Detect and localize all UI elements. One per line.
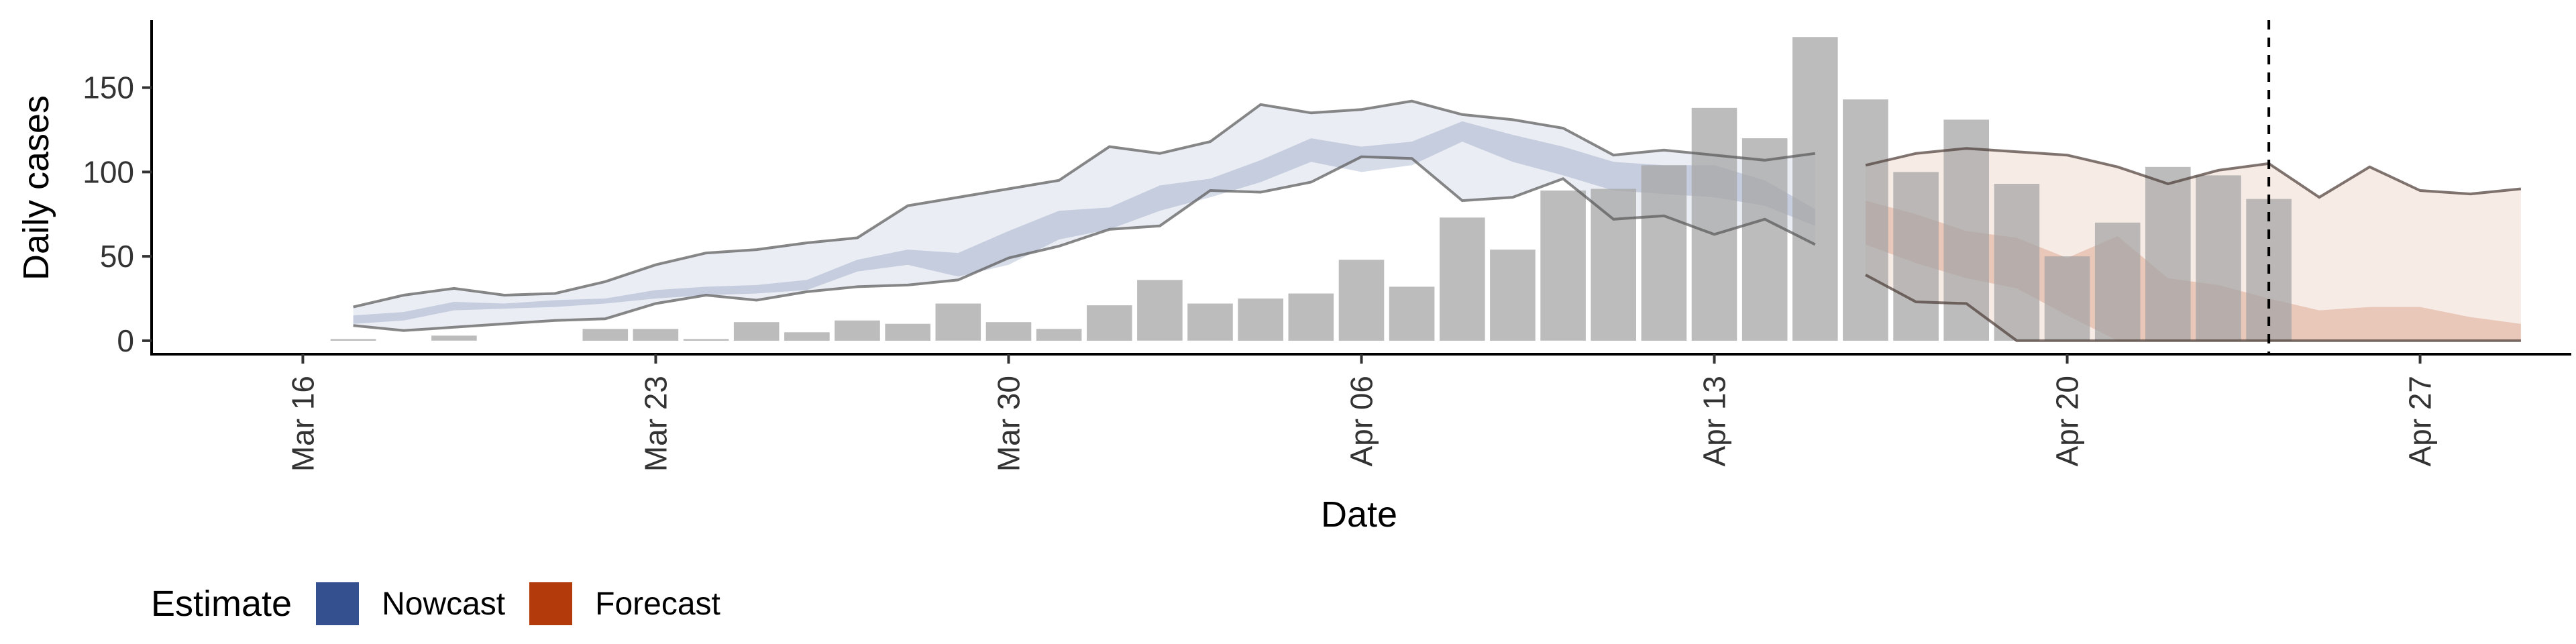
case-bar [1741,138,1788,341]
y-tick-label: 0 [117,323,134,358]
case-bar [1087,305,1132,341]
case-bar [1641,165,1687,341]
nowcast-upper-line [353,99,1816,309]
case-bar [1994,184,2040,341]
case-bar [1792,37,1838,341]
case-bar [1893,172,1939,341]
case-bar [1338,260,1385,341]
case-bar [885,323,930,341]
case-bar [835,320,880,341]
x-tick-label: Mar 30 [991,376,1026,472]
case-bar [935,303,981,341]
forecast-lower-line [1865,274,2521,342]
y-tick-label: 150 [83,70,134,105]
case-bar [2196,175,2241,341]
case-bar [1540,191,1586,341]
case-bar [784,332,830,341]
legend-item-nowcast: Nowcast [316,582,505,625]
axes: 0 50 100 150 Mar 16 Mar 23 Mar 30 Apr 06 Apr 13 A… [83,20,2571,472]
nowcast-90-band [353,101,1815,331]
case-bar [1843,99,1888,341]
case-bar [1137,280,1183,341]
x-axis-label: Date [1321,494,1397,535]
case-bar [330,339,376,341]
nowcast-50-band [353,121,1815,324]
x-tick-label: Mar 16 [285,376,320,472]
nowcast-lower-line [353,155,1816,332]
case-bar [1440,217,1485,341]
case-bar [431,335,477,341]
case-bar [1389,286,1435,341]
y-tick-label: 50 [100,239,134,274]
case-bar [1691,107,1737,341]
legend-item-forecast: Forecast [529,582,720,625]
case-bar [733,322,780,341]
case-bar [1288,293,1334,341]
case-bar [2145,166,2191,341]
case-bar [582,329,629,341]
x-tick-label: Apr 27 [2403,376,2438,467]
legend-title: Estimate [151,584,292,624]
case-bar [633,329,679,341]
case-bar [1187,303,1233,341]
case-bar [683,339,729,341]
x-tick-label: Mar 23 [639,376,674,472]
x-tick-label: Apr 20 [2050,376,2085,467]
case-bar [1943,119,1989,341]
case-bar [985,322,1032,341]
y-axis-label: Daily cases [16,95,56,280]
legend-label-forecast: Forecast [595,586,720,622]
legend-key-nowcast [316,582,360,625]
legend-label-nowcast: Nowcast [382,586,506,622]
case-bar [2044,256,2090,341]
forecast-upper-line [1865,147,2522,199]
case-bar [1490,250,1536,341]
case-bar [1238,299,1283,341]
x-tick-label: Apr 13 [1697,376,1732,467]
case-bar [1036,329,1082,341]
y-tick-label: 100 [83,154,134,189]
case-bar [2094,222,2141,341]
reported-cases-bars [330,37,2292,341]
case-bar [1591,189,1636,341]
legend: Estimate Nowcast Forecast [151,576,745,632]
legend-key-forecast [529,582,573,625]
x-tick-label: Apr 06 [1344,376,1379,467]
interval-bound-lines [353,99,2522,342]
